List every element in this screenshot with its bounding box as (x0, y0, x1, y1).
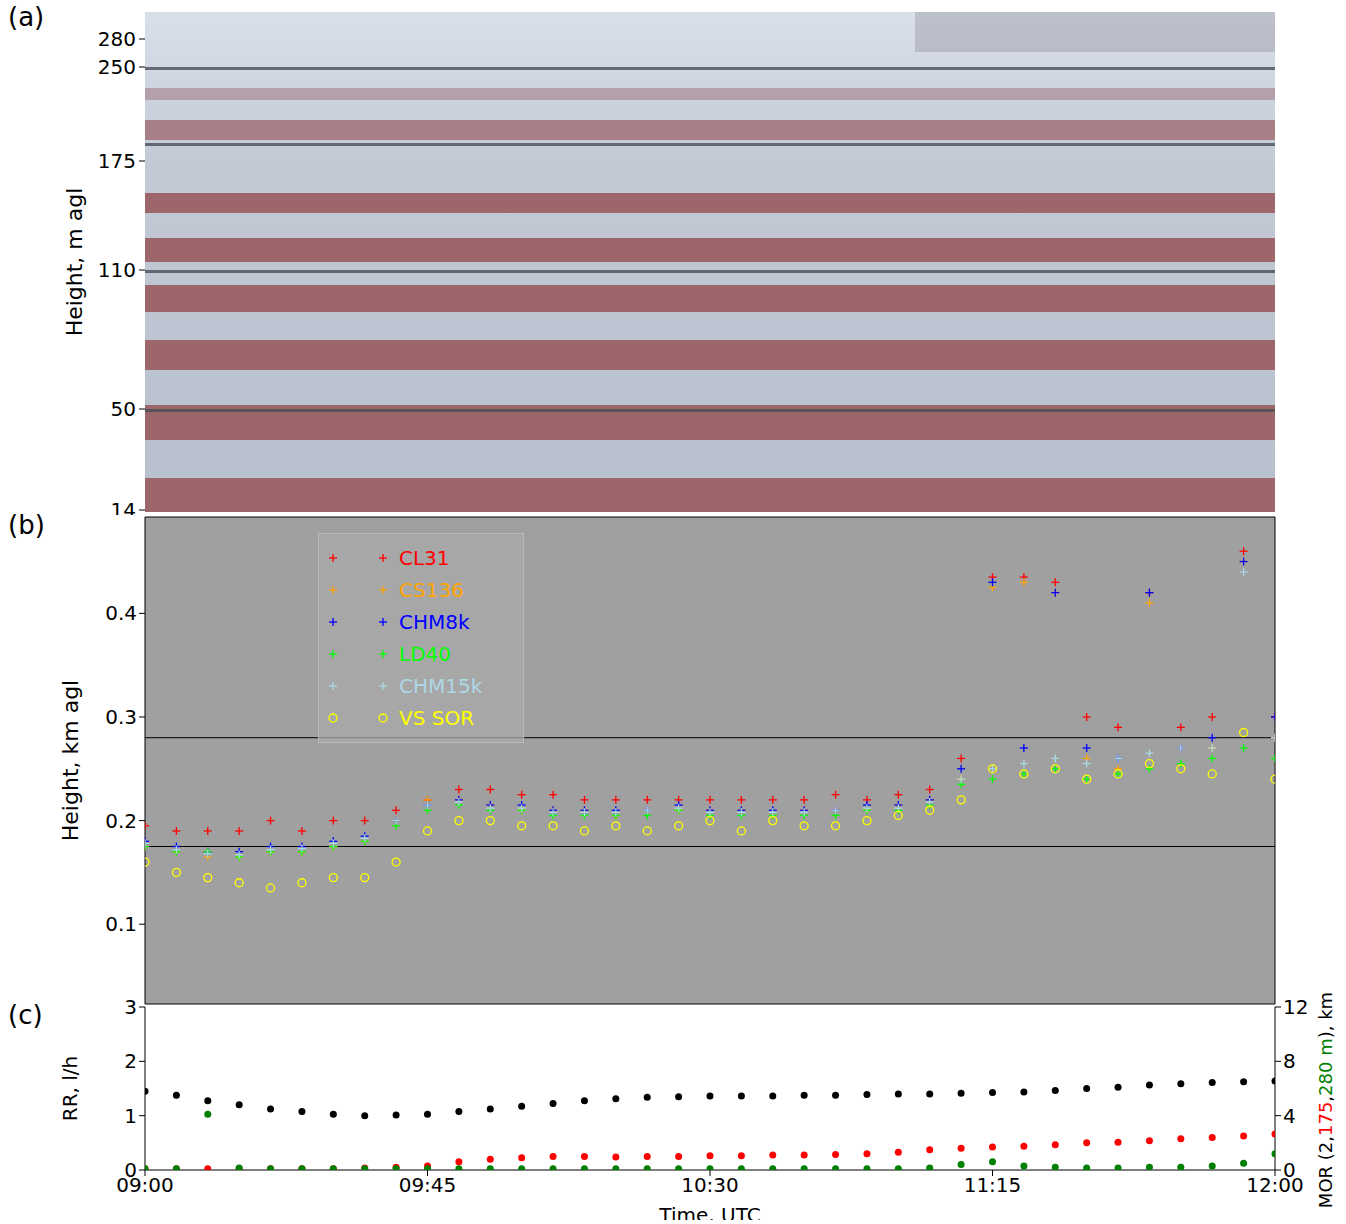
svg-text:09:45: 09:45 (399, 1173, 457, 1197)
svg-text:110: 110 (98, 258, 136, 282)
svg-text:12:00: 12:00 (1246, 1173, 1304, 1198)
svg-text:3: 3 (124, 995, 137, 1019)
html-text:CL31: CL31 (399, 546, 450, 570)
html-text:CHM15k: CHM15k (399, 674, 483, 698)
svg-text:Height, m agl: Height, m agl (62, 188, 87, 337)
svg-text:10:30: 10:30 (681, 1173, 739, 1197)
svg-text:12: 12 (1283, 995, 1308, 1019)
svg-text:0.4: 0.4 (105, 601, 137, 625)
svg-text:0: 0 (124, 1158, 137, 1182)
svg-text:Time, UTC: Time, UTC (658, 1203, 760, 1220)
svg-text:14: 14 (111, 498, 136, 515)
svg-text:1: 1 (124, 1104, 137, 1128)
svg-text:0.2: 0.2 (105, 809, 137, 833)
html-text:(c): (c) (8, 1000, 43, 1030)
html-text:(b): (b) (8, 510, 45, 540)
svg-text:MOR (2,175,280 m), km: MOR (2,175,280 m), km (1315, 992, 1336, 1208)
svg-text:11:15: 11:15 (964, 1173, 1022, 1197)
html-text:CHM8k: CHM8k (399, 610, 470, 634)
html-text:CS136: CS136 (399, 578, 464, 602)
svg-text:RR, l/h: RR, l/h (58, 1056, 82, 1121)
svg-text:0: 0 (1283, 1158, 1296, 1182)
svg-text:2: 2 (124, 1049, 137, 1073)
svg-text:Height, km agl: Height, km agl (58, 680, 83, 841)
svg-text:4: 4 (1283, 1104, 1296, 1128)
html-text:(a): (a) (8, 2, 45, 32)
html-text:LD40: LD40 (399, 642, 451, 666)
svg-text:09:00: 09:00 (116, 1173, 174, 1198)
svg-text:250: 250 (98, 55, 136, 79)
svg-text:280: 280 (98, 27, 136, 51)
svg-text:50: 50 (111, 397, 136, 421)
svg-text:0.3: 0.3 (105, 705, 137, 729)
svg-text:175: 175 (98, 149, 136, 173)
svg-text:0.1: 0.1 (105, 912, 137, 936)
html-text:VS SOR: VS SOR (399, 706, 475, 730)
svg-text:8: 8 (1283, 1049, 1296, 1073)
